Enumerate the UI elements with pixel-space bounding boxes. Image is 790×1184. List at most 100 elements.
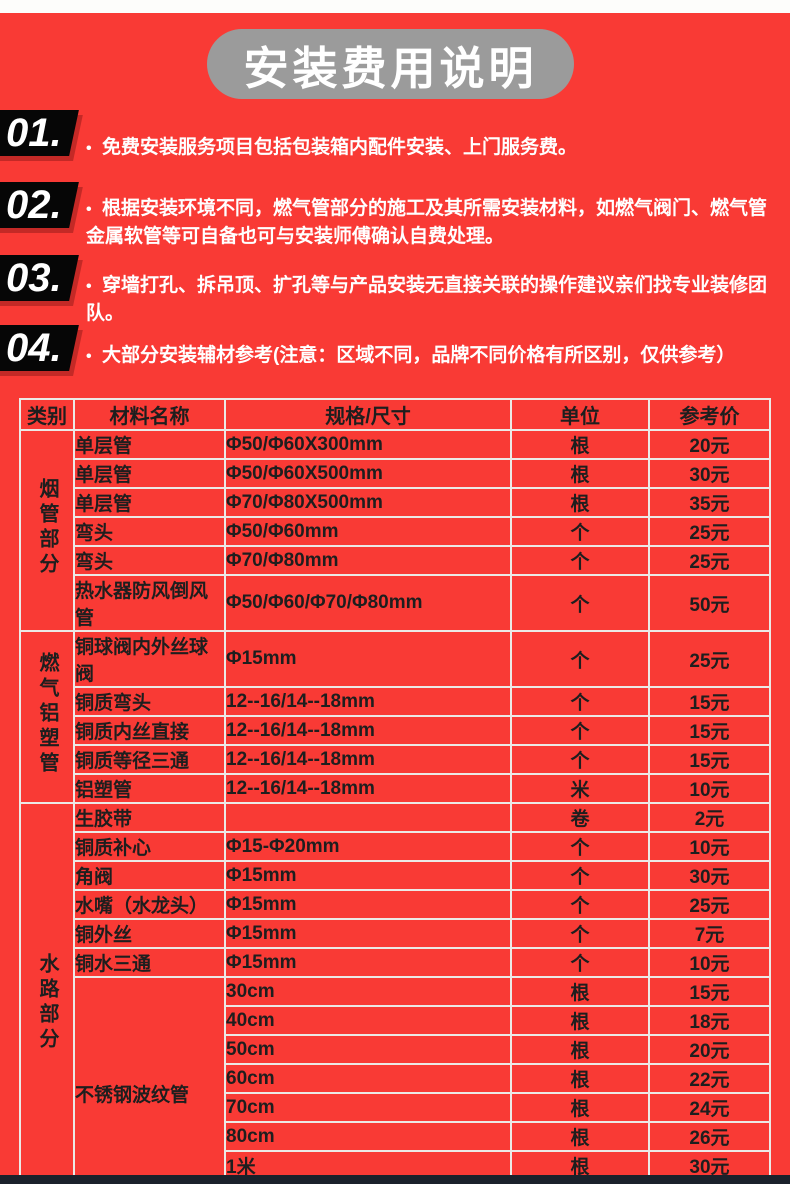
unit-cell: 根 [510,429,650,460]
spec-cell [224,802,512,833]
category-cell-gas: 燃气铝塑管 [19,630,75,804]
note-3-text: • 穿墙打孔、拆吊顶、扩孔等与产品安装无直接关联的操作建议亲们找专业装修团队。 [70,272,770,327]
material-cell: 生胶带 [73,802,226,833]
unit-cell: 根 [510,1005,650,1036]
price-cell: 10元 [648,947,771,978]
material-cell: 铝塑管 [73,773,226,804]
note-2-body: 根据安装环境不同，燃气管部分的施工及其所需安装材料，如燃气阀门、燃气管金属软管等… [86,198,768,247]
category-cell-flue: 烟管部分 [19,429,75,632]
material-cell: 铜质补心 [73,831,226,862]
table-row: 70cm 根 24元 [20,1092,771,1123]
table-row: 热水器防风倒风管 Φ50/Φ60/Φ70/Φ80mm 个 50元 [20,574,771,632]
price-cell: 15元 [648,715,771,746]
material-cell: 角阀 [73,860,226,891]
material-cell: 铜外丝 [73,918,226,949]
unit-cell: 个 [510,630,650,688]
spec-cell: 12--16/14--18mm [224,715,512,746]
category-label: 燃气铝塑管 [36,651,58,777]
price-cell: 24元 [648,1092,771,1123]
table-row: 水嘴（水龙头） Φ15mm 个 25元 [20,889,771,920]
unit-cell: 个 [510,686,650,717]
header-unit: 单位 [510,398,650,431]
price-cell: 50元 [648,574,771,632]
material-cell: 单层管 [73,487,226,518]
unit-cell: 个 [510,889,650,920]
page-title-banner: 安装费用说明 [207,29,574,99]
unit-cell: 根 [510,976,650,1007]
spec-cell: Φ15mm [224,860,512,891]
unit-cell: 个 [510,574,650,632]
table-row: 不锈钢波纹管 30cm 根 15元 [20,976,771,1184]
spec-cell: Φ70/Φ80mm [224,545,512,576]
note-3-body: 穿墙打孔、拆吊顶、扩孔等与产品安装无直接关联的操作建议亲们找专业装修团队。 [86,275,768,324]
spec-cell: 12--16/14--18mm [224,744,512,775]
spec-cell: 70cm [224,1092,512,1123]
spec-cell: Φ15mm [224,889,512,920]
table-row: 铜水三通 Φ15mm 个 10元 [20,947,771,978]
note-1-number: 01. [6,111,62,155]
price-cell: 15元 [648,744,771,775]
note-1-text: • 免费安装服务项目包括包装箱内配件安装、上门服务费。 [70,134,770,162]
table-row: 单层管 Φ70/Φ80X500mm 根 35元 [20,487,771,518]
material-cell: 铜质等径三通 [73,744,226,775]
bullet-icon: • [86,348,92,365]
unit-cell: 根 [510,458,650,489]
price-cell: 25元 [648,516,771,547]
price-cell: 10元 [648,831,771,862]
header-material: 材料名称 [73,398,226,431]
unit-cell: 个 [510,831,650,862]
spec-cell: 40cm [224,1005,512,1036]
price-cell: 25元 [648,630,771,688]
material-cell: 铜水三通 [73,947,226,978]
unit-cell: 个 [510,516,650,547]
price-cell: 15元 [648,976,771,1007]
price-cell: 20元 [648,429,771,460]
table-row: 燃气铝塑管 铜球阀内外丝球阀 Φ15mm 个 25元 [19,630,771,804]
price-cell: 30元 [648,860,771,891]
header-spec: 规格/尺寸 [224,398,512,431]
spec-cell: Φ50/Φ60X500mm [224,458,512,489]
note-4-text: • 大部分安装辅材参考(注意：区域不同，品牌不同价格有所区别，仅供参考） [70,342,770,370]
unit-cell: 个 [510,860,650,891]
bottom-divider [0,1175,790,1184]
header-price: 参考价 [648,398,771,431]
spec-cell: 60cm [224,1063,512,1094]
material-cell: 铜球阀内外丝球阀 [73,630,226,688]
table-row: 烟管部分 单层管 Φ50/Φ60X300mm 根 20元 [19,429,771,632]
price-cell: 18元 [648,1005,771,1036]
unit-cell: 个 [510,545,650,576]
price-cell: 35元 [648,487,771,518]
note-3-number: 03. [6,256,62,300]
table-header-row: 类别 材料名称 规格/尺寸 单位 参考价 [19,398,771,431]
table-row: 40cm 根 18元 [20,1005,771,1036]
table-row: 铜质内丝直接 12--16/14--18mm 个 15元 [20,715,771,746]
material-cell: 弯头 [73,545,226,576]
spec-cell: Φ15mm [224,947,512,978]
unit-cell: 根 [510,1092,650,1123]
table-row: 50cm 根 20元 [20,1034,771,1065]
spec-cell: Φ70/Φ80X500mm [224,487,512,518]
spec-cell: Φ15mm [224,630,512,688]
material-cell: 弯头 [73,516,226,547]
category-cell-water: 水路部分 [19,802,75,1184]
unit-cell: 个 [510,918,650,949]
unit-cell: 个 [510,947,650,978]
unit-cell: 根 [510,1034,650,1065]
material-cell: 单层管 [73,458,226,489]
bullet-icon: • [86,140,92,157]
category-label: 水路部分 [36,953,58,1053]
spec-cell: 50cm [224,1034,512,1065]
spec-cell: 12--16/14--18mm [224,773,512,804]
table-row: 水路部分 生胶带 卷 2元 [19,802,771,1184]
price-cell: 26元 [648,1121,771,1152]
price-cell: 7元 [648,918,771,949]
spec-cell: Φ15-Φ20mm [224,831,512,862]
spec-cell: 80cm [224,1121,512,1152]
note-4-body: 大部分安装辅材参考(注意：区域不同，品牌不同价格有所区别，仅供参考） [102,345,736,366]
note-4-badge: 04. [0,325,79,371]
note-3-badge: 03. [0,255,79,301]
spec-cell: Φ50/Φ60mm [224,516,512,547]
table-row: 铜质弯头 12--16/14--18mm 个 15元 [20,686,771,717]
price-cell: 25元 [648,889,771,920]
